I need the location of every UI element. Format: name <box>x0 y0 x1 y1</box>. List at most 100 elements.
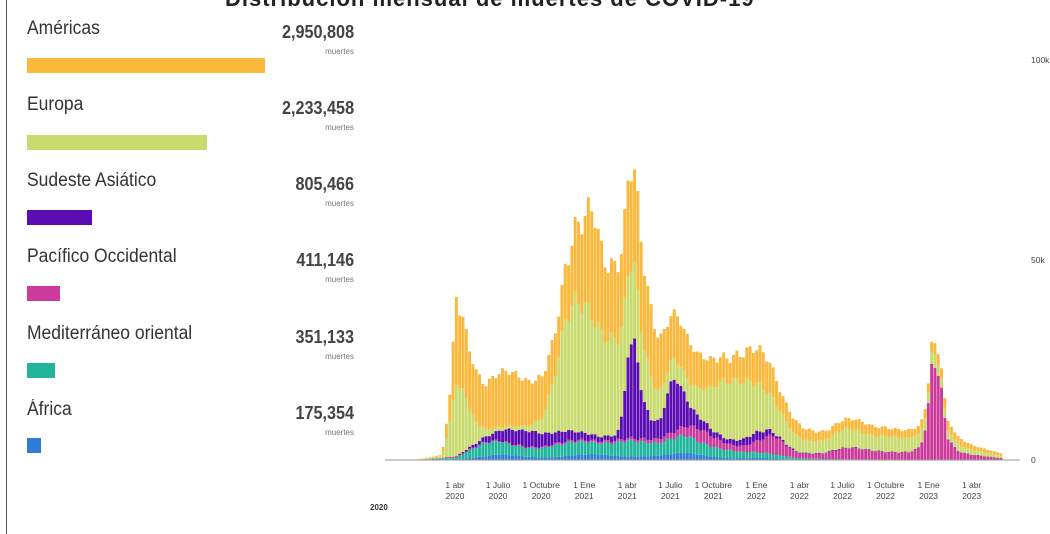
bar-segment <box>471 448 475 458</box>
bar-segment <box>850 459 854 460</box>
bar-segment <box>570 430 574 441</box>
bar-segment <box>979 455 983 460</box>
bar-segment <box>689 385 693 408</box>
bar-segment <box>570 305 574 431</box>
bar-segment <box>478 374 481 426</box>
bar-segment <box>715 362 719 388</box>
bar-segment <box>524 431 528 448</box>
bar-segment <box>949 426 953 435</box>
bar-segment <box>913 428 917 437</box>
bar-segment <box>910 428 914 438</box>
bar-segment <box>639 438 643 441</box>
bar-segment <box>507 374 511 426</box>
bar-segment <box>484 428 488 437</box>
bar-segment <box>943 418 947 460</box>
bar-segment <box>514 431 518 446</box>
bar-segment <box>573 443 577 456</box>
legend-bar <box>27 210 92 225</box>
bar-segment <box>778 436 782 439</box>
bar-segment <box>778 438 782 455</box>
bar-segment <box>781 439 785 442</box>
bar-segment <box>712 456 716 460</box>
bar-segment <box>504 454 508 460</box>
bar-segment <box>593 454 597 460</box>
bar-segment <box>722 450 726 458</box>
bar-segment <box>768 458 772 460</box>
y-tick-label: 50k <box>1031 255 1045 265</box>
bar-segment <box>841 421 844 431</box>
bar-segment <box>761 457 765 460</box>
bar-segment <box>936 376 940 460</box>
region-legend: Américas 2,950,808 muertes Europa 2,233,… <box>0 0 370 470</box>
bar-segment <box>636 362 640 441</box>
bar-segment <box>778 392 782 411</box>
bar-segment <box>959 452 963 460</box>
bar-segment <box>494 454 498 460</box>
bar-segment <box>877 428 881 437</box>
bar-segment <box>718 448 722 458</box>
bar-segment <box>534 380 538 422</box>
bar-segment <box>989 456 993 460</box>
bar-segment <box>537 457 541 460</box>
bar-segment <box>639 390 643 439</box>
bar-segment <box>550 446 554 458</box>
bar-segment <box>824 430 828 440</box>
bar-segment <box>448 394 452 422</box>
bar-segment <box>596 436 600 442</box>
bar-segment <box>989 453 993 457</box>
bar-segment <box>709 428 712 437</box>
bar-segment <box>616 272 620 345</box>
bar-segment <box>732 458 736 460</box>
bar-segment <box>775 438 778 455</box>
bar-segment <box>431 458 435 460</box>
bar-segment <box>461 454 465 460</box>
bar-segment <box>735 451 739 459</box>
bar-segment <box>867 424 871 434</box>
bar-segment <box>504 370 508 427</box>
bar-segment <box>672 439 676 454</box>
bar-segment <box>461 452 465 454</box>
bar-segment <box>501 442 505 455</box>
bar-segment <box>692 409 696 426</box>
bar-segment <box>732 439 736 446</box>
bar-segment <box>445 457 448 459</box>
bar-segment <box>930 341 934 352</box>
bar-segment <box>494 378 498 428</box>
bar-segment <box>481 437 485 442</box>
bar-segment <box>504 441 508 442</box>
bar-segment <box>695 414 699 430</box>
bar-segment <box>666 454 670 460</box>
bar-segment <box>679 367 683 386</box>
bar-segment <box>497 454 501 460</box>
bar-segment <box>692 351 696 386</box>
bar-segment <box>580 234 584 314</box>
bar-segment <box>646 443 650 457</box>
bar-segment <box>755 430 759 441</box>
bar-segment <box>781 441 785 457</box>
bar-segment <box>544 446 547 458</box>
bar-segment <box>775 381 778 407</box>
bar-segment <box>494 427 498 432</box>
x-tick-label: 1 abr <box>445 480 465 490</box>
bar-segment <box>765 361 769 394</box>
bar-segment <box>646 409 650 440</box>
bar-segment <box>679 426 683 435</box>
bar-segment <box>959 439 963 446</box>
bar-segment <box>643 402 646 438</box>
x-tick-label: 1 Ene <box>745 480 767 490</box>
bar-segment <box>540 434 544 447</box>
bar-segment <box>629 436 633 440</box>
bar-segment <box>619 253 623 328</box>
bar-segment <box>926 403 930 460</box>
bar-segment <box>725 358 729 384</box>
bar-segment <box>669 316 673 361</box>
bar-segment <box>468 351 472 410</box>
bar-segment <box>788 446 792 448</box>
bar-segment <box>553 442 557 445</box>
bar-segment <box>765 429 769 436</box>
x-tick-year: 2023 <box>919 491 938 501</box>
bar-segment <box>504 441 508 455</box>
bar-segment <box>524 425 528 432</box>
bar-segment <box>514 445 518 456</box>
bar-segment <box>814 453 818 454</box>
